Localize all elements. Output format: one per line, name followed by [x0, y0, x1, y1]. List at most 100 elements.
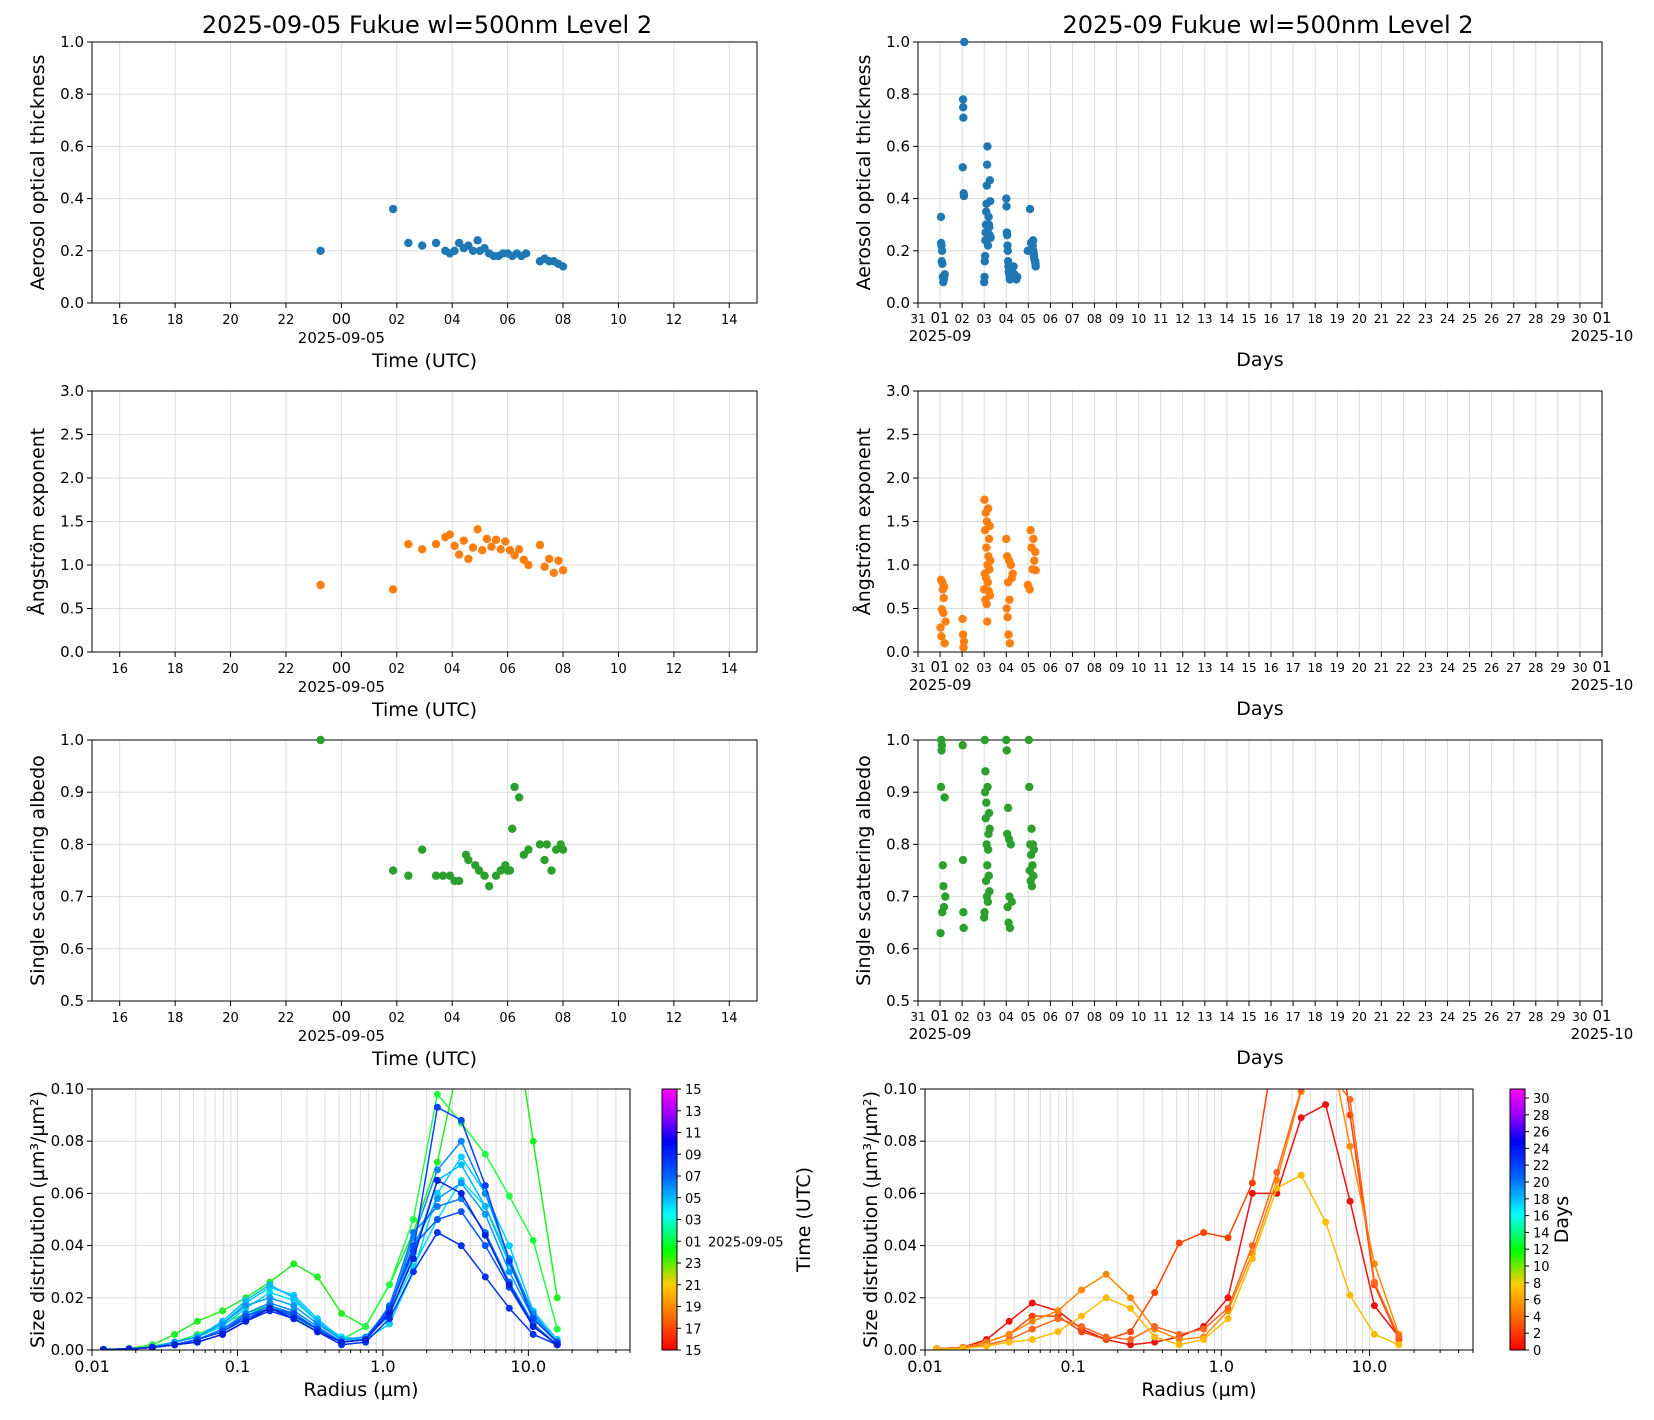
- daily-size-ytick-label: 0.08: [51, 1132, 84, 1150]
- monthly-size-series-point: [1200, 1336, 1208, 1344]
- monthly-aod-point: [958, 95, 968, 104]
- daily-angstrom-ytick-label: 3.0: [60, 382, 84, 400]
- monthly-angstrom-point: [984, 534, 994, 544]
- daily-aod-ytick-label: 0.6: [60, 137, 84, 155]
- daily-angstrom-xtick-label: 08: [555, 662, 572, 677]
- daily-size-series-point: [457, 1208, 465, 1216]
- monthly-ssa-frame: [917, 739, 1603, 1002]
- monthly-size-series-point: [1224, 1234, 1232, 1242]
- monthly-size-series-point: [1028, 1317, 1036, 1325]
- monthly-ssa-point: [958, 855, 968, 865]
- daily-ssa-ytick-label: 1.0: [60, 731, 84, 749]
- daily-angstrom-xtick-label: 22: [278, 662, 295, 677]
- monthly-ssa-xtick-label: 11: [1153, 1010, 1168, 1024]
- daily-size-series-point: [553, 1325, 561, 1333]
- monthly-aod-xtick-label: 25: [1462, 312, 1477, 326]
- monthly-size-series-point: [1297, 1089, 1305, 1093]
- monthly-ssa-point: [940, 793, 949, 802]
- daily-size-series-point: [266, 1281, 274, 1289]
- daily-angstrom-point: [473, 525, 482, 534]
- daily-angstrom-ytick-label: 2.0: [60, 469, 84, 487]
- monthly-aod-xtick-label: 03: [977, 312, 992, 326]
- daily-size-series-point: [433, 1229, 441, 1237]
- monthly-size-series-point: [1078, 1323, 1086, 1331]
- monthly-size-xlabel: Radius (µm): [1141, 1379, 1256, 1401]
- monthly-angstrom-xtick-label: 11: [1153, 661, 1168, 675]
- daily-size-xtick-label: 10.0: [511, 1357, 547, 1376]
- monthly-aod-point: [983, 241, 993, 250]
- monthly-size-series-point: [1370, 1330, 1378, 1338]
- monthly-size-series-point: [1224, 1315, 1232, 1323]
- daily-aod-xtick-label: 06: [499, 313, 516, 328]
- monthly-aod-point: [958, 163, 967, 172]
- monthly-ssa-point: [985, 887, 994, 896]
- monthly-size-series-point: [1054, 1328, 1062, 1336]
- daily-ssa-ytick-label: 0.8: [60, 835, 84, 853]
- monthly-angstrom-point: [940, 639, 949, 648]
- monthly-size-series-point: [1175, 1239, 1183, 1247]
- monthly-size-series-point: [1028, 1299, 1036, 1307]
- monthly-size-series-point: [1078, 1286, 1086, 1294]
- daily-ssa-point: [514, 793, 524, 802]
- daily-size-series-point: [409, 1255, 417, 1263]
- daily-size-colorbar-tick-label: 17: [685, 1322, 702, 1337]
- monthly-ssa-point: [1029, 871, 1038, 880]
- daily-angstrom-xtick-label: 06: [499, 662, 516, 677]
- daily-size-series-point: [505, 1242, 513, 1250]
- monthly-size-series-point: [1005, 1317, 1013, 1325]
- daily-size-series-point: [385, 1320, 393, 1328]
- daily-angstrom-point: [554, 556, 563, 565]
- daily-ssa-point: [388, 866, 398, 875]
- daily-size-series-point: [553, 1294, 561, 1302]
- monthly-size-xtick-label: 0.01: [907, 1357, 943, 1376]
- monthly-ssa-xtick-label: 15: [1241, 1010, 1256, 1024]
- monthly-size-series-point: [1248, 1189, 1256, 1197]
- monthly-ssa-point: [936, 782, 946, 792]
- monthly-ssa-ytick-label: 0.7: [886, 888, 910, 906]
- daily-ssa-xtick-label: 06: [499, 1011, 516, 1026]
- monthly-aod-point: [938, 259, 947, 269]
- daily-ssa-point: [431, 871, 441, 880]
- monthly-size-ytick-label: 0.00: [884, 1341, 917, 1359]
- monthly-ssa-ytick-label: 1.0: [886, 731, 910, 749]
- monthly-aod-point: [1009, 262, 1018, 271]
- daily-size-series-point: [125, 1345, 133, 1350]
- daily-ssa-xlabel: Time (UTC): [371, 1048, 477, 1070]
- daily-ssa-point: [505, 866, 515, 875]
- daily-size-series-point: [362, 1323, 370, 1331]
- monthly-aod-xtick-label: 24: [1440, 312, 1455, 326]
- daily-aod-ytick-label: 0.8: [60, 85, 84, 103]
- monthly-angstrom-xtick-label: 28: [1528, 661, 1543, 675]
- monthly-size-ytick-label: 0.02: [884, 1289, 917, 1307]
- daily-size-ytick-label: 0.00: [51, 1341, 84, 1359]
- monthly-angstrom-xtick-label: 09: [1109, 661, 1124, 675]
- monthly-angstrom-xtick-label: 17: [1285, 661, 1300, 675]
- monthly-aod-xtick-label: 10: [1131, 312, 1146, 326]
- daily-ssa-point: [558, 845, 568, 854]
- monthly-size-series-line: [936, 1103, 1400, 1350]
- daily-ssa-grid: [92, 739, 757, 1002]
- monthly-angstrom-xtick-label: 13: [1197, 661, 1212, 675]
- monthly-size-series-point: [1395, 1333, 1403, 1341]
- monthly-angstrom-xlabel: Days: [1236, 698, 1283, 720]
- monthly-ssa-point: [983, 845, 993, 854]
- monthly-aod-xtick-label: 29: [1550, 312, 1565, 326]
- daily-ssa-xtick-label: 10: [610, 1011, 627, 1026]
- monthly-ssa-xtick-label: 22: [1396, 1010, 1411, 1024]
- daily-size-series-point: [266, 1304, 274, 1312]
- monthly-size-ylabel: Size distribution (µm³/µm²): [860, 1091, 882, 1348]
- daily-size-colorbar-tick-label: 13: [685, 1105, 702, 1120]
- monthly-angstrom-xtick-label: 22: [1396, 661, 1411, 675]
- monthly-size-xtick-label: 0.1: [1060, 1357, 1085, 1376]
- daily-size-colorbar: [661, 1088, 678, 1351]
- monthly-aod-xtick-label: 09: [1109, 312, 1124, 326]
- monthly-angstrom-xtick-label: 06: [1043, 661, 1058, 675]
- monthly-size-colorbar-tick-label: 22: [1533, 1159, 1550, 1174]
- daily-ssa-point: [474, 866, 484, 875]
- daily-size-series-point: [433, 1176, 441, 1184]
- daily-angstrom-xtick-label: 12: [666, 662, 683, 677]
- monthly-aod-point: [1002, 230, 1012, 240]
- daily-angstrom-xtick-label: 00: [332, 659, 351, 677]
- monthly-angstrom-point: [1004, 630, 1013, 639]
- daily-size-series-point: [242, 1296, 250, 1304]
